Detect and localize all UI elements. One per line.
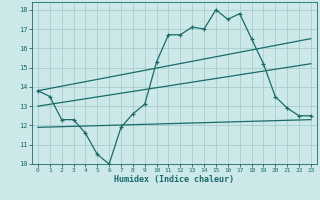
X-axis label: Humidex (Indice chaleur): Humidex (Indice chaleur) (115, 175, 234, 184)
